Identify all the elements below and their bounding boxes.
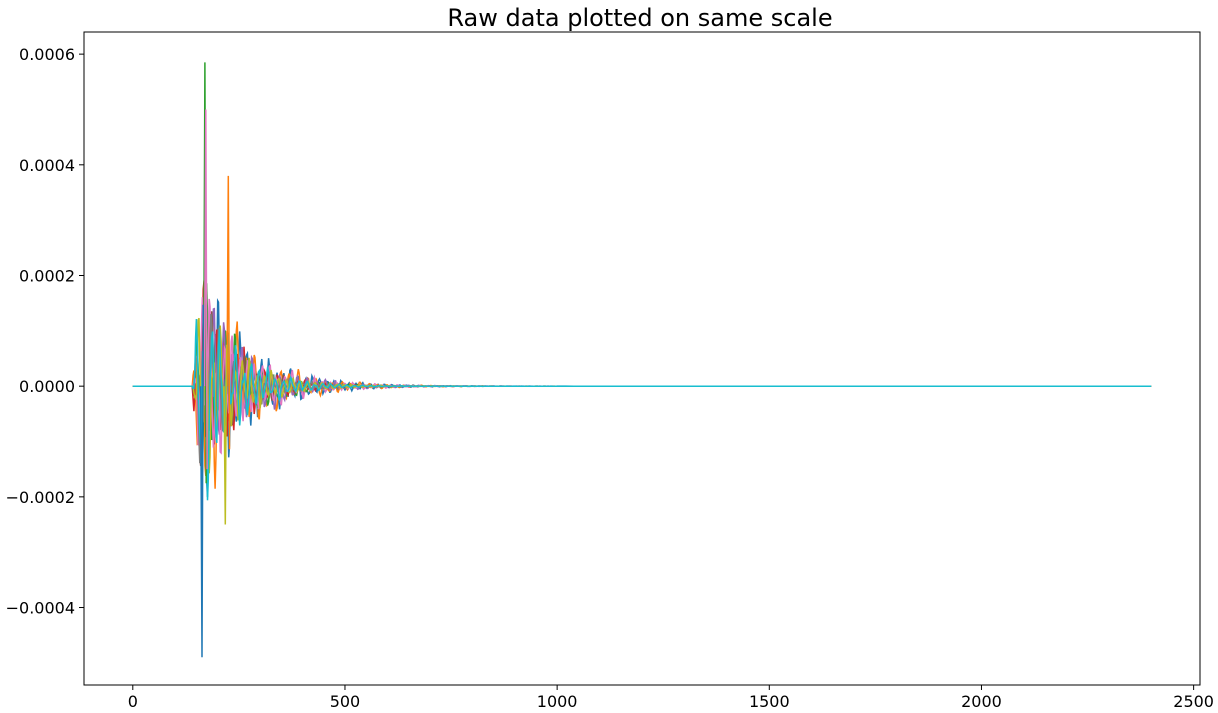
- x-tick-label-2: 1000: [537, 692, 578, 711]
- y-tick-label-2: 0.0000: [19, 377, 75, 396]
- x-tick-label-3: 1500: [749, 692, 790, 711]
- x-tick-label-5: 2500: [1173, 692, 1214, 711]
- chart-title: Raw data plotted on same scale: [447, 4, 832, 32]
- series-line-1: [132, 319, 1152, 489]
- plot-frame: [83, 31, 1201, 686]
- y-tick-label-3: 0.0002: [19, 266, 75, 285]
- peak-spike-1: [203, 109, 208, 470]
- y-tick-label-1: −0.0002: [6, 488, 75, 507]
- peak-spike-3: [226, 175, 231, 450]
- peak-spike-4: [223, 344, 228, 525]
- peak-spike-2: [199, 304, 204, 658]
- y-tick-label-0: −0.0004: [6, 599, 75, 618]
- x-tick-label-1: 500: [330, 692, 361, 711]
- y-tick-label-4: 0.0004: [19, 156, 75, 175]
- series-line-3: [132, 280, 1152, 446]
- series-line-9: [132, 318, 1152, 501]
- series-layer: [132, 62, 1152, 658]
- x-tick-label-0: 0: [128, 692, 138, 711]
- x-tick-label-4: 2000: [961, 692, 1002, 711]
- peak-spike-0: [202, 62, 207, 484]
- y-tick-label-5: 0.0006: [19, 45, 75, 64]
- series-line-6: [132, 297, 1152, 455]
- axes-layer: 0 500 1000 1500 2000 2500 −0.0004 −0.0002 0.0000…: [6, 31, 1214, 711]
